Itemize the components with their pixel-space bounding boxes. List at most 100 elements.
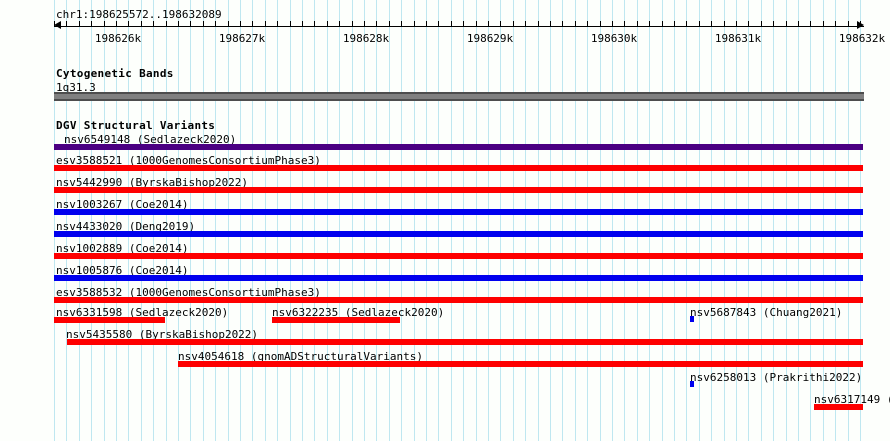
ruler-axis-line xyxy=(54,26,864,27)
feature-bar-nsv6317149[interactable] xyxy=(814,404,863,410)
feature-label-nsv1005876: nsv1005876 (Coe2014) xyxy=(56,264,189,277)
ruler-tick xyxy=(438,21,439,27)
ruler-tick xyxy=(835,21,836,27)
ruler-tick xyxy=(290,21,291,27)
ruler-tick xyxy=(314,21,315,27)
ruler-tick xyxy=(860,21,861,27)
ruler-tick-label-3: 198629k xyxy=(466,32,514,45)
feature-label-nsv1002889: nsv1002889 (Coe2014) xyxy=(56,242,189,255)
ruler-tick xyxy=(166,21,167,27)
ruler-tick xyxy=(352,21,353,27)
feature-label-nsv5687843: nsv5687843 (Chuang2021) xyxy=(690,306,843,319)
ruler-tick xyxy=(178,21,179,27)
ruler-tick xyxy=(550,21,551,27)
ruler-tick xyxy=(624,21,625,27)
ruler-tick xyxy=(91,21,92,27)
ruler-tick xyxy=(600,21,601,27)
ruler-tick xyxy=(699,21,700,27)
ruler-tick xyxy=(724,21,725,27)
feature-label-nsv6331598: nsv6331598 (Sedlazeck2020) xyxy=(56,306,229,319)
ruler-tick xyxy=(339,21,340,27)
feature-bar-nsv5435580[interactable] xyxy=(67,339,863,345)
ruler-tick xyxy=(228,21,229,27)
ruler-tick xyxy=(525,21,526,27)
feature-bar-esv3588521[interactable] xyxy=(54,165,863,171)
ruler-tick-label-4: 198630k xyxy=(590,32,638,45)
ruler-tick-label-6: 198632k xyxy=(838,32,886,45)
cytogenetic-band-bar[interactable] xyxy=(54,92,864,101)
ruler-tick xyxy=(848,21,849,27)
feature-bar-nsv5687843[interactable] xyxy=(690,316,694,322)
feature-bar-nsv1003267[interactable] xyxy=(54,209,863,215)
feature-bar-nsv4433020[interactable] xyxy=(54,231,863,237)
ruler-left-arrow-icon xyxy=(54,21,61,29)
feature-label-nsv4054618: nsv4054618 (gnomADStructuralVariants) xyxy=(178,350,424,363)
ruler-tick xyxy=(128,21,129,27)
feature-label-esv3588532: esv3588532 (1000GenomesConsortiumPhase3) xyxy=(56,286,321,299)
feature-label-nsv1003267: nsv1003267 (Coe2014) xyxy=(56,198,189,211)
ruler-tick xyxy=(488,21,489,27)
ruler-tick xyxy=(104,21,105,27)
ruler-tick xyxy=(252,21,253,27)
cytogenetic-bands-title: Cytogenetic Bands xyxy=(56,67,174,80)
ruler-tick xyxy=(463,21,464,27)
feature-bar-nsv6331598[interactable] xyxy=(54,317,165,323)
feature-label-nsv5435580: nsv5435580 (ByrskaBishop2022) xyxy=(66,328,259,341)
ruler-tick xyxy=(810,21,811,27)
ruler-tick xyxy=(637,21,638,27)
ruler-tick xyxy=(190,21,191,27)
ruler-tick xyxy=(538,21,539,27)
feature-bar-nsv1002889[interactable] xyxy=(54,253,863,259)
ruler-tick xyxy=(513,21,514,27)
ruler-tick xyxy=(773,21,774,27)
ruler-tick xyxy=(451,21,452,27)
feature-bar-nsv5442990[interactable] xyxy=(54,187,863,193)
feature-bar-nsv1005876[interactable] xyxy=(54,275,863,281)
feature-bar-nsv6258013[interactable] xyxy=(690,381,694,387)
ruler-tick xyxy=(66,21,67,27)
ruler-tick xyxy=(327,21,328,27)
ruler-tick xyxy=(141,21,142,27)
ruler-tick xyxy=(401,21,402,27)
feature-bar-nsv6549148[interactable] xyxy=(54,144,863,150)
feature-label-nsv6258013: nsv6258013 (Prakrithi2022) xyxy=(690,371,863,384)
feature-bar-nsv6322235[interactable] xyxy=(272,317,400,323)
ruler-tick xyxy=(649,21,650,27)
ruler-tick xyxy=(277,21,278,27)
ruler-tick xyxy=(116,21,117,27)
ruler-tick xyxy=(203,21,204,27)
ruler-tick-label-0: 198626k xyxy=(94,32,142,45)
ruler-tick xyxy=(662,21,663,27)
ruler-tick xyxy=(265,21,266,27)
ruler-tick xyxy=(674,21,675,27)
ruler-tick xyxy=(54,21,55,27)
ruler-tick xyxy=(587,21,588,27)
ruler-tick xyxy=(612,21,613,27)
feature-label-nsv6549148: nsv6549148 (Sedlazeck2020) xyxy=(64,133,237,146)
ruler-tick xyxy=(240,21,241,27)
ruler-tick xyxy=(376,21,377,27)
ruler-tick xyxy=(562,21,563,27)
ruler-tick xyxy=(79,21,80,27)
ruler-tick xyxy=(389,21,390,27)
feature-label-nsv6317149: nsv6317149 (S xyxy=(814,393,890,406)
ruler-tick xyxy=(575,21,576,27)
ruler-tick xyxy=(786,21,787,27)
ruler-tick xyxy=(215,21,216,27)
ruler-tick xyxy=(736,21,737,27)
dgv-structural-variants-title: DGV Structural Variants xyxy=(56,119,216,132)
ruler-tick xyxy=(476,21,477,27)
ruler-tick xyxy=(426,21,427,27)
feature-label-nsv4433020: nsv4433020 (Deng2019) xyxy=(56,220,196,233)
ruler-tick xyxy=(711,21,712,27)
ruler-tick-label-2: 198628k xyxy=(342,32,390,45)
feature-bar-esv3588532[interactable] xyxy=(54,297,863,303)
ruler-tick xyxy=(748,21,749,27)
ruler-tick xyxy=(500,21,501,27)
ruler-tick xyxy=(798,21,799,27)
feature-bar-nsv4054618[interactable] xyxy=(178,361,863,367)
ruler-tick xyxy=(153,21,154,27)
ruler-tick xyxy=(414,21,415,27)
